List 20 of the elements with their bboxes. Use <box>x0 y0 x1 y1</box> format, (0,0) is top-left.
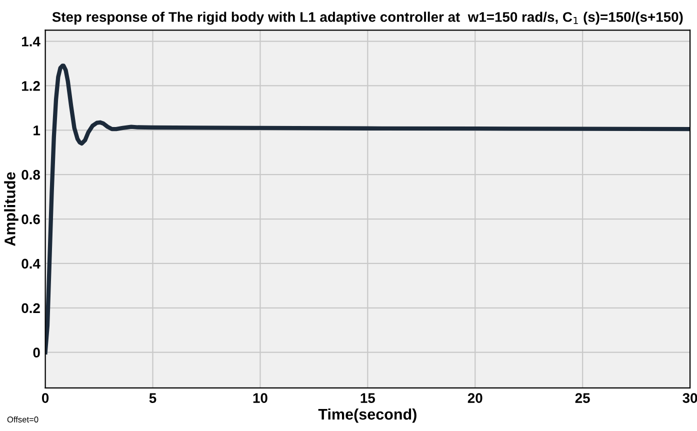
x-tick-label: 5 <box>149 393 156 403</box>
y-tick-label: 1.4 <box>22 36 40 46</box>
y-axis-title: Amplitude <box>4 172 18 246</box>
x-tick-label: 15 <box>360 393 376 403</box>
y-tick-label: 0.6 <box>22 214 40 224</box>
y-tick-label: 0 <box>33 348 40 358</box>
text: Offset=0 <box>7 416 38 422</box>
y-tick-label: 0.8 <box>22 170 40 180</box>
x-tick-label: 20 <box>468 393 482 403</box>
y-tick-label: 1 <box>34 126 40 136</box>
y-tick-label: 1.2 <box>22 81 40 91</box>
x-tick-label: 30 <box>682 393 697 403</box>
y-tick-label: 0.4 <box>22 258 40 269</box>
x-tick-label: 25 <box>575 393 590 403</box>
y-tick-label: 0.2 <box>22 303 40 314</box>
x-tick-label: 10 <box>253 393 268 403</box>
line-series <box>45 64 690 354</box>
chart-title: Step response of The rigid body with L1 adaptive controller at w1=150 rad/s, C$_{1}$ (s)=150/(s+150) <box>52 12 683 25</box>
x-axis-title: Time(second) <box>318 408 416 423</box>
x-tick-label: 0 <box>42 393 49 403</box>
